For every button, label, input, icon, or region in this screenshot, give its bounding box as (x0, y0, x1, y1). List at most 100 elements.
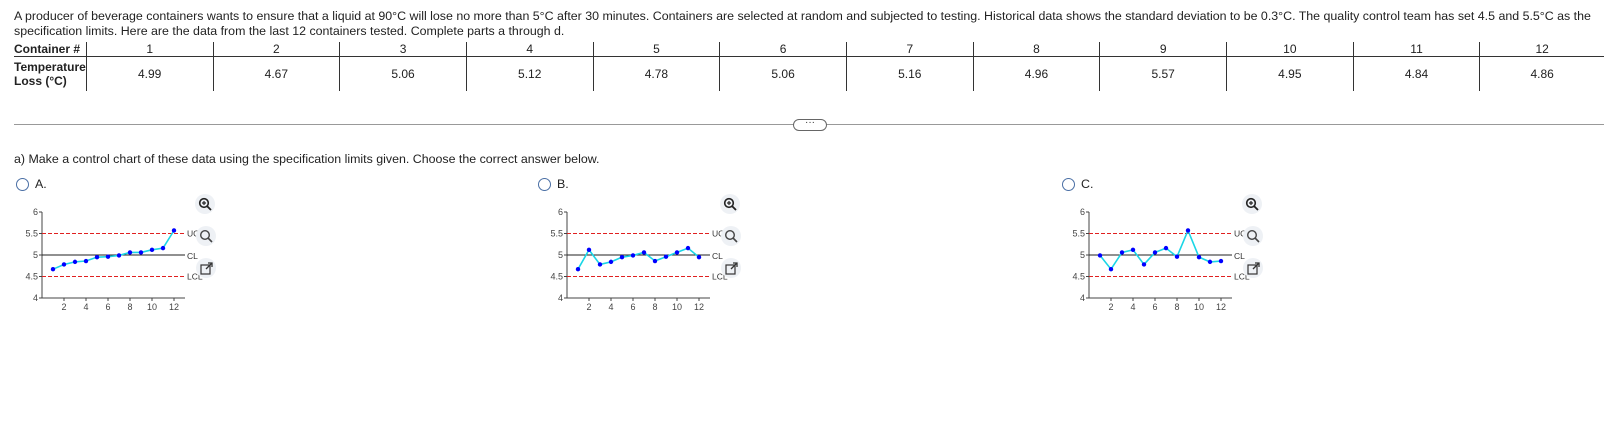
temperature-value: 4.86 (1479, 56, 1604, 91)
temperature-value: 5.06 (719, 56, 847, 91)
container-number: 11 (1352, 42, 1480, 57)
data-point (619, 254, 625, 260)
y-tick-label: 5.5 (1072, 229, 1085, 239)
x-tick-label: 12 (694, 302, 704, 312)
data-point (1163, 245, 1169, 251)
container-number: 9 (1099, 42, 1227, 57)
container-number: 3 (339, 42, 467, 57)
radio-option-b[interactable] (538, 177, 551, 191)
data-point (652, 258, 658, 264)
data-point (1119, 250, 1125, 255)
data-point (127, 250, 133, 255)
data-point (1185, 228, 1191, 233)
x-tick-label: 6 (105, 302, 110, 312)
problem-statement: A producer of beverage containers wants … (14, 9, 1591, 38)
y-tick-label: 5 (1080, 250, 1085, 260)
temperature-value: 4.78 (592, 56, 720, 91)
data-point (72, 259, 78, 265)
container-number: 10 (1226, 42, 1354, 57)
series-line (52, 230, 175, 270)
data-point (575, 266, 581, 272)
x-tick-label: 6 (630, 302, 635, 312)
temperature-value: 5.16 (845, 56, 974, 91)
data-point (116, 253, 122, 258)
x-tick-label: 10 (672, 302, 682, 312)
radio-option-a[interactable] (16, 177, 29, 191)
container-number: 6 (719, 42, 847, 57)
data-point (641, 250, 647, 255)
ucl-line-label: UCL (712, 229, 729, 239)
y-tick-label: 5 (558, 250, 563, 260)
lcl-line-label: LCL (187, 272, 203, 282)
data-point (586, 247, 592, 253)
external-link-icon[interactable] (721, 258, 741, 278)
x-tick-label: 10 (1194, 302, 1204, 312)
zoom-in-icon[interactable] (195, 194, 215, 214)
y-tick-label: 4 (1080, 293, 1085, 303)
temperature-value: 5.06 (339, 56, 467, 91)
control-chart-a: 4 4.5 5 5.5 6 2 4 6 8 10 12 UCL CL LCL (0, 194, 230, 318)
y-tick-label: 4.5 (25, 272, 38, 282)
temperature-value: 5.12 (465, 56, 594, 91)
external-link-icon[interactable] (196, 258, 216, 278)
x-tick-label: 4 (83, 302, 88, 312)
zoom-icon[interactable] (196, 226, 216, 246)
x-tick-label: 12 (169, 302, 179, 312)
option-a-label: A. (35, 177, 47, 191)
y-tick-label: 4.5 (550, 272, 563, 282)
zoom-icon[interactable] (721, 226, 741, 246)
ucl-line-label: UCL (1234, 229, 1251, 239)
option-b[interactable]: B. (538, 177, 569, 191)
x-tick-label: 4 (608, 302, 613, 312)
data-point (663, 254, 669, 259)
data-point (1141, 262, 1147, 267)
zoom-icon[interactable] (1243, 226, 1263, 246)
lcl-line-label: LCL (1234, 272, 1250, 282)
option-a[interactable]: A. (16, 177, 47, 191)
container-number: 7 (845, 42, 974, 57)
zoom-in-icon[interactable] (720, 194, 740, 214)
data-point (94, 254, 100, 260)
temperature-value: 4.99 (85, 56, 213, 91)
x-tick-label: 8 (127, 302, 132, 312)
ucl-line-label: UCL (187, 229, 204, 239)
container-number: 4 (465, 42, 594, 57)
data-point (1207, 259, 1213, 265)
data-point (608, 259, 614, 265)
data-point (674, 250, 680, 255)
option-c[interactable]: C. (1062, 177, 1093, 191)
data-point (171, 228, 177, 233)
chart-svg: 4 4.5 5 5.5 6 2 4 6 8 10 12 UCL CL LCL (1072, 207, 1251, 312)
x-tick-label: 2 (1108, 302, 1113, 312)
data-point (1174, 254, 1180, 259)
y-tick-label: 6 (33, 207, 38, 217)
data-point (1108, 266, 1114, 272)
x-tick-label: 6 (1152, 302, 1157, 312)
data-point (597, 262, 603, 267)
option-c-label: C. (1081, 177, 1094, 191)
x-tick-label: 8 (1174, 302, 1179, 312)
data-point (685, 245, 691, 251)
data-point (1097, 253, 1103, 258)
expand-more-button[interactable]: ··· (793, 118, 827, 131)
data-point (1218, 258, 1224, 264)
radio-option-c[interactable] (1062, 177, 1075, 191)
series-line (577, 247, 700, 270)
temperature-value: 4.95 (1226, 56, 1354, 91)
data-point (1196, 254, 1202, 260)
external-link-icon[interactable] (1243, 258, 1263, 278)
x-tick-label: 2 (586, 302, 591, 312)
container-number: 5 (592, 42, 720, 57)
zoom-in-icon[interactable] (1242, 194, 1262, 214)
data-point (696, 254, 702, 260)
x-tick-label: 4 (1130, 302, 1135, 312)
data-point (1152, 250, 1158, 255)
data-point (83, 258, 89, 264)
chart-svg: 4 4.5 5 5.5 6 2 4 6 8 10 12 UCL CL LCL (550, 207, 729, 312)
temperature-value: 4.96 (972, 56, 1100, 91)
question-a: a) Make a control chart of these data us… (14, 152, 600, 166)
header-label: Container # (14, 42, 87, 57)
y-tick-label: 6 (558, 207, 563, 217)
data-point (138, 250, 144, 255)
y-tick-label: 4.5 (1072, 272, 1085, 282)
